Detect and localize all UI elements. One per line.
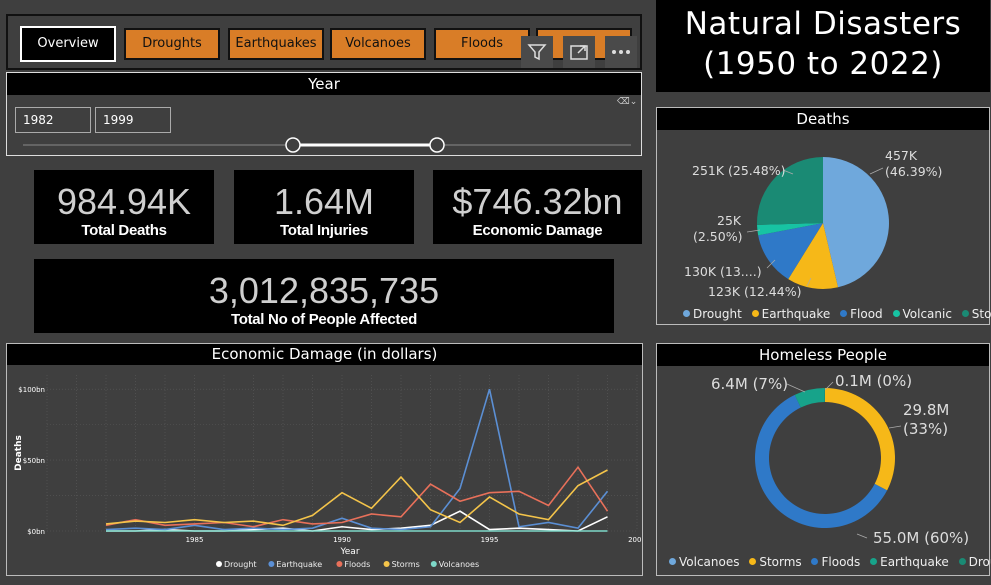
legend-volcanic[interactable]: Volcanic <box>892 307 952 321</box>
homeless-slice-earthquake[interactable] <box>794 388 825 408</box>
line-legend-earthquake[interactable]: Earthquake <box>276 560 322 569</box>
tab-overview[interactable]: Overview <box>20 26 116 62</box>
tab-earthquakes[interactable]: Earthquakes <box>228 28 324 60</box>
kpi-total-injuries-label: Total Injuries <box>279 222 369 239</box>
y-tick-label: $0bn <box>27 528 45 536</box>
filter-icon[interactable] <box>521 36 553 68</box>
deaths-slice-drought[interactable] <box>823 157 889 288</box>
year-slicer-title: Year <box>7 73 641 95</box>
year-end-handle[interactable] <box>429 137 445 153</box>
kpi-total-injuries-value: 1.64M <box>273 181 375 222</box>
dashboard-title: Natural Disasters (1950 to 2022) <box>656 0 990 92</box>
deaths-slice-volcanic[interactable] <box>757 223 823 236</box>
legend-flood[interactable]: Flood <box>840 307 883 321</box>
deaths-label-flood: 130K (13....) <box>684 264 762 279</box>
homeless-donut-title: Homeless People <box>657 344 989 366</box>
x-tick-label: 1995 <box>481 536 499 544</box>
year-end-input[interactable]: 1999 <box>95 107 171 133</box>
deaths-label-drought-line2: (46.39%) <box>885 164 942 179</box>
series-line-earthquake[interactable] <box>105 388 609 531</box>
economic-damage-panel: Economic Damage (in dollars) $0bn $50bn $1… <box>6 343 643 576</box>
deaths-label-volcanic-line2: (2.50%) <box>693 229 742 244</box>
deaths-slice-earthquake[interactable] <box>788 223 839 289</box>
kpi-total-deaths-label: Total Deaths <box>81 222 167 239</box>
homeless-label-drought: 0.1M (0%) <box>835 372 912 390</box>
more-options-icon[interactable] <box>605 36 637 68</box>
deaths-slice-storm[interactable] <box>757 157 823 225</box>
deaths-pie-title: Deaths <box>657 108 989 130</box>
year-slicer: Year ⌫⌄ 1982 1999 <box>6 72 642 156</box>
tab-volcanoes[interactable]: Volcanoes <box>330 28 426 60</box>
x-tick-label: 2000 <box>628 536 642 544</box>
legend-floods[interactable]: Floods <box>811 555 860 569</box>
kpi-people-affected-label: Total No of People Affected <box>230 311 418 328</box>
tab-droughts[interactable]: Droughts <box>124 28 220 60</box>
year-start-handle[interactable] <box>285 137 301 153</box>
homeless-label-storms-line2: (33%) <box>903 420 948 438</box>
homeless-label-floods: 55.0M (60%) <box>873 529 969 547</box>
y-axis-label: Deaths <box>14 435 24 471</box>
year-range-slider <box>23 137 631 153</box>
line-legend-storms[interactable]: Storms <box>392 560 420 569</box>
homeless-slice-storms[interactable] <box>825 388 895 491</box>
kpi-people-affected-value: 3,012,835,735 <box>208 270 440 311</box>
dashboard-title-line1: Natural Disasters <box>684 6 962 42</box>
legend-storm[interactable]: Storm <box>961 307 991 321</box>
kpi-total-deaths-value: 984.94K <box>56 181 192 222</box>
legend-storms[interactable]: Storms <box>749 555 802 569</box>
economic-damage-line-chart: $0bn$50bn$100bn 1985199019952000 Deaths … <box>14 375 642 569</box>
deaths-label-volcanic-line1: 25K <box>717 213 742 228</box>
deaths-legend: Drought Earthquake Flood Volcanic Storm <box>683 307 991 321</box>
economic-damage-title: Economic Damage (in dollars) <box>7 344 642 365</box>
kpi-people-affected: 3,012,835,735 Total No of People Affecte… <box>34 259 614 333</box>
kpi-economic-damage: $746.32bn Economic Damage <box>433 170 642 244</box>
x-tick-label: 1990 <box>333 536 351 544</box>
legend-earthquake-homeless[interactable]: Earthquake <box>870 555 949 569</box>
line-legend-volcanoes[interactable]: Volcanoes <box>439 560 479 569</box>
deaths-label-storm: 251K (25.48%) <box>692 163 785 178</box>
deaths-slice-flood[interactable] <box>758 223 823 280</box>
tab-floods[interactable]: Floods <box>434 28 530 60</box>
line-legend-floods[interactable]: Floods <box>344 560 370 569</box>
legend-drought[interactable]: Drought <box>683 307 742 321</box>
deaths-pie-chart: 457K (46.39%) 251K (25.48%) 25K (2.50%) … <box>684 148 942 299</box>
homeless-label-storms-line1: 29.8M <box>903 401 949 419</box>
deaths-label-earthquake: 123K (12.44%) <box>708 284 801 299</box>
kpi-economic-damage-label: Economic Damage <box>472 222 603 239</box>
legend-volcanoes[interactable]: Volcanoes <box>669 555 740 569</box>
homeless-legend: Volcanoes Storms Floods Earthquake Droug… <box>669 555 991 569</box>
eraser-icon[interactable]: ⌫⌄ <box>617 97 638 107</box>
year-start-input[interactable]: 1982 <box>15 107 91 133</box>
x-axis-label: Year <box>339 547 359 557</box>
deaths-label-drought-line1: 457K <box>885 148 918 163</box>
legend-earthquake[interactable]: Earthquake <box>751 307 830 321</box>
series-line-floods[interactable] <box>105 465 609 528</box>
kpi-economic-damage-value: $746.32bn <box>452 181 623 222</box>
y-tick-label: $50bn <box>23 457 45 465</box>
legend-drought-homeless[interactable]: Drought <box>958 555 991 569</box>
kpi-total-injuries: 1.64M Total Injuries <box>234 170 414 244</box>
x-tick-label: 1985 <box>186 536 204 544</box>
line-legend-drought[interactable]: Drought <box>224 560 257 569</box>
dashboard-title-line2: (1950 to 2022) <box>703 46 943 82</box>
focus-mode-icon[interactable] <box>563 36 595 68</box>
homeless-label-earthquake: 6.4M (7%) <box>711 375 788 393</box>
deaths-pie-panel: Deaths 457K (46.39%) 251K (25.48%) 25K (… <box>656 107 991 325</box>
homeless-donut-panel: Homeless People 6.4M (7%) 0.1M (0%) 29.8… <box>656 343 991 576</box>
homeless-donut-chart: 6.4M (7%) 0.1M (0%) 29.8M (33%) 55.0M (6… <box>711 372 969 547</box>
y-tick-label: $100bn <box>18 386 45 394</box>
kpi-total-deaths: 984.94K Total Deaths <box>34 170 214 244</box>
series-line-storms[interactable] <box>105 469 608 527</box>
